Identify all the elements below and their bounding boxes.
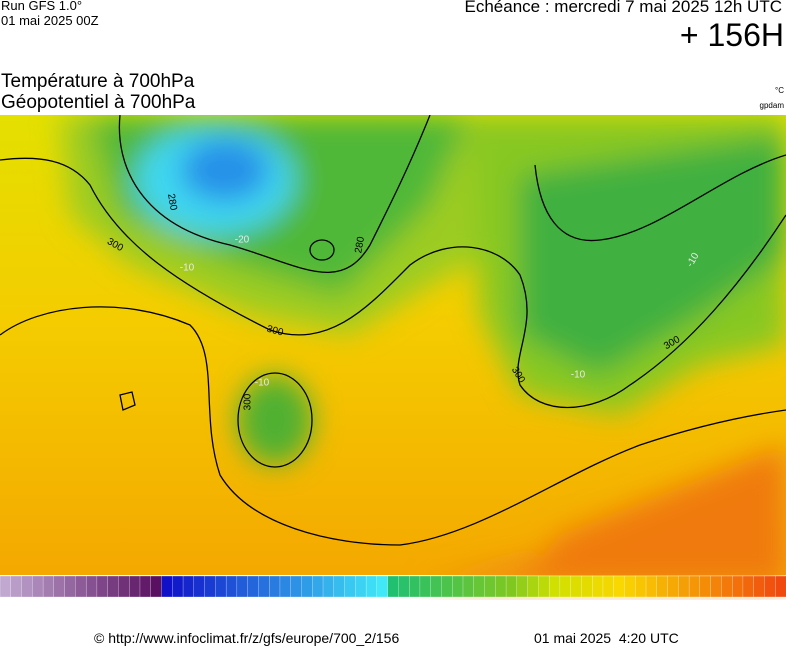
color-swatch [96, 575, 109, 598]
color-swatch [613, 575, 625, 598]
color-swatch [182, 575, 195, 598]
color-swatch [150, 575, 162, 598]
color-swatch [462, 575, 475, 598]
color-swatch [775, 575, 786, 598]
color-swatch [721, 575, 733, 598]
colorbar: -54-50-46-42-38-34-28-21-17-13-9-5-13711… [0, 575, 786, 600]
color-swatch [204, 575, 216, 598]
color-swatch [667, 575, 679, 598]
color-swatch [635, 575, 647, 598]
color-swatch [10, 575, 22, 598]
contour-label: 280 [165, 193, 179, 212]
color-swatch [602, 575, 615, 598]
color-swatch [64, 575, 76, 598]
color-swatch [764, 575, 776, 598]
color-swatch [570, 575, 582, 598]
color-swatch [710, 575, 722, 598]
color-swatch [645, 575, 658, 598]
contour-label: 280 [353, 235, 367, 254]
title: Température à 700hPa [1, 71, 195, 92]
color-swatch [732, 575, 744, 598]
isotherm-label: -10 [571, 370, 586, 381]
color-swatch [21, 575, 33, 598]
color-swatch [355, 575, 367, 598]
color-swatch [387, 575, 399, 598]
color-swatch [172, 575, 184, 598]
color-swatch [365, 575, 378, 598]
color-swatch [344, 575, 356, 598]
unit: gpdam [759, 101, 784, 110]
color-swatch [118, 575, 130, 598]
color-swatch [42, 575, 55, 598]
color-swatch [559, 575, 572, 598]
color-swatch [624, 575, 636, 598]
source: © http://www.infoclimat.fr/z/gfs/europe/… [94, 630, 400, 646]
color-swatch [236, 575, 249, 598]
color-swatch [473, 575, 485, 598]
color-swatch [269, 575, 281, 598]
color-swatch [688, 575, 701, 598]
color-swatch [548, 575, 561, 598]
unit: °C [775, 86, 784, 95]
color-swatch [301, 575, 313, 598]
color-swatch [258, 575, 270, 598]
color-swatch [215, 575, 227, 598]
color-swatch [322, 575, 335, 598]
isotherm-label: -10 [180, 263, 195, 274]
color-swatch [538, 575, 550, 598]
color-swatch [279, 575, 292, 598]
color-swatch [85, 575, 98, 598]
contour-label: 300 [265, 324, 284, 339]
color-swatch [376, 575, 389, 598]
color-swatch [75, 575, 87, 598]
isotherm-label: -10 [255, 378, 270, 389]
color-swatch [32, 575, 44, 598]
color-swatch [398, 575, 410, 598]
run-date: 01 mai 2025 00Z [1, 13, 99, 28]
generated: 01 mai 2025 4:20 UTC [534, 630, 679, 646]
color-swatch [53, 575, 66, 598]
color-swatch [753, 575, 765, 598]
color-swatch [484, 575, 496, 598]
color-swatch [139, 575, 152, 598]
temperature-field [0, 115, 786, 585]
geopotential-contours [0, 115, 786, 546]
map: 300 280 280 300 300 300 300 -20 -10 -10 … [0, 115, 786, 600]
color-swatch [581, 575, 593, 598]
color-swatch [312, 575, 324, 598]
contour-label: 300 [243, 393, 254, 410]
color-swatch [290, 575, 302, 598]
color-swatch [193, 575, 206, 598]
color-swatch [505, 575, 518, 598]
color-swatch [678, 575, 690, 598]
color-swatch [452, 575, 464, 598]
color-swatch [333, 575, 345, 598]
color-swatch [161, 575, 173, 598]
color-swatch [409, 575, 421, 598]
color-swatch [495, 575, 507, 598]
color-swatch [247, 575, 259, 598]
color-swatch [107, 575, 119, 598]
color-swatch [592, 575, 604, 598]
color-swatch [656, 575, 669, 598]
color-swatch [225, 575, 238, 598]
color-swatch [441, 575, 453, 598]
color-swatch [527, 575, 539, 598]
color-swatch [699, 575, 712, 598]
lead-time: + 156H [679, 17, 784, 53]
color-swatch [742, 575, 755, 598]
color-swatch [0, 575, 12, 598]
color-swatch [129, 575, 141, 598]
run: Run GFS 1.0° [1, 0, 83, 13]
color-swatch [419, 575, 432, 598]
isotherm-label: -20 [235, 235, 250, 246]
color-swatch [516, 575, 529, 598]
title: Géopotentiel à 700hPa [1, 92, 196, 113]
color-swatch [430, 575, 442, 598]
echeance: Echéance : mercredi 7 mai 2025 12h UTC [464, 0, 783, 16]
